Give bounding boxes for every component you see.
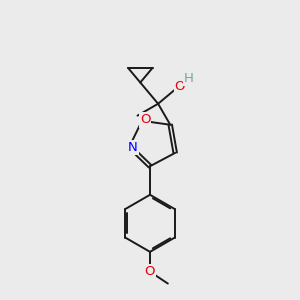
Text: O: O [140,113,150,127]
Text: N: N [128,141,137,154]
Text: O: O [145,265,155,278]
Text: O: O [175,80,185,93]
Text: H: H [184,72,194,85]
